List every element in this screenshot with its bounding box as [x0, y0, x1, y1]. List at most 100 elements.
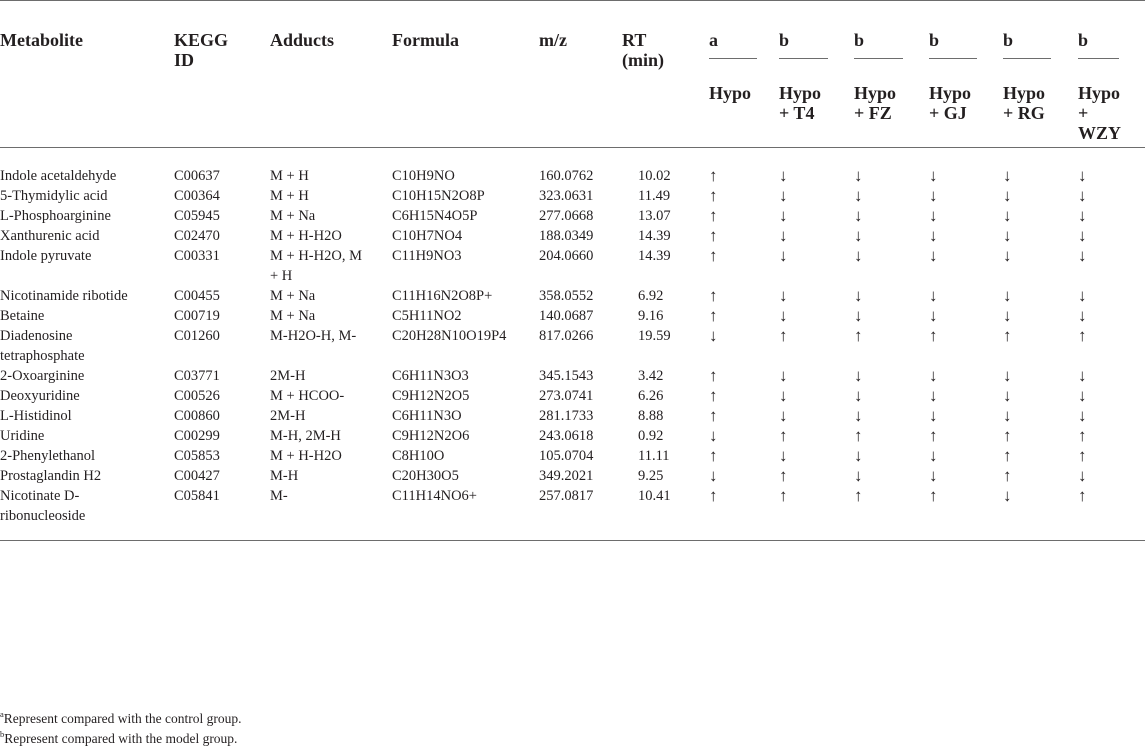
adducts-cell: M-H: [270, 468, 299, 484]
adducts-cell: M + H: [270, 188, 309, 204]
down-arrow-icon: ↓: [929, 366, 938, 385]
mz-cell: 140.0687: [539, 308, 594, 324]
down-arrow-icon: ↓: [929, 446, 938, 465]
up-arrow-icon: ↑: [709, 246, 718, 265]
down-arrow-icon: ↓: [854, 466, 863, 485]
adducts-cell: M + H-H2O: [270, 448, 342, 464]
down-arrow-icon: ↓: [1078, 206, 1087, 225]
mz-cell: 188.0349: [539, 228, 594, 244]
adducts-cell: M-: [270, 486, 392, 541]
adducts-cell: M + H-H2O, M + H: [270, 248, 362, 284]
down-arrow-icon: ↓: [1078, 406, 1087, 425]
rt-cell: 9.16: [638, 308, 664, 324]
adducts-cell: M + HCOO-: [270, 388, 345, 404]
down-arrow-icon: ↓: [779, 206, 788, 225]
mz-cell: 160.0762: [539, 168, 594, 184]
down-arrow-icon: ↓: [854, 206, 863, 225]
rt-cell: 11.11: [638, 448, 670, 464]
up-arrow-icon: ↑: [929, 426, 938, 445]
group-label: Hypo + RG: [1003, 66, 1078, 148]
down-arrow-icon: ↓: [709, 426, 718, 445]
metabolite-cell: Deoxyuridine: [0, 388, 80, 404]
kegg-id-cell: C00299: [174, 428, 220, 444]
header-mz: m/z: [539, 0, 622, 148]
down-arrow-icon: ↓: [1003, 386, 1012, 405]
down-arrow-icon: ↓: [1078, 186, 1087, 205]
formula-cell: C6H11N3O: [392, 408, 462, 424]
table-row: Uridine C00299 M-H, 2M-H C9H12N2O6 243.0618 0…: [0, 426, 1145, 446]
rt-cell: 6.92: [638, 288, 664, 304]
down-arrow-icon: ↓: [779, 166, 788, 185]
kegg-id-cell: C00455: [174, 288, 220, 304]
up-arrow-icon: ↑: [779, 486, 854, 541]
down-arrow-icon: ↓: [854, 446, 863, 465]
down-arrow-icon: ↓: [779, 386, 788, 405]
up-arrow-icon: ↑: [709, 406, 718, 425]
down-arrow-icon: ↓: [1003, 206, 1012, 225]
metabolite-cell: Nicotinamide ribotide: [0, 288, 128, 304]
formula-cell: C9H12N2O6: [392, 428, 470, 444]
table-row: Indole acetaldehyde C00637 M + H C10H9NO 160…: [0, 148, 1145, 187]
formula-cell: C11H9NO3: [392, 248, 462, 264]
adducts-cell: M-H2O-H, M-: [270, 328, 357, 344]
up-arrow-icon: ↑: [854, 426, 863, 445]
formula-cell: C10H15N2O8P: [392, 188, 485, 204]
formula-cell: C20H28N10O19P4: [392, 328, 507, 344]
down-arrow-icon: ↓: [854, 366, 863, 385]
up-arrow-icon: ↑: [1003, 446, 1012, 465]
formula-cell: C11H14NO6+: [392, 486, 539, 541]
up-arrow-icon: ↑: [1078, 446, 1087, 465]
down-arrow-icon: ↓: [779, 226, 788, 245]
metabolite-cell: L-Phosphoarginine: [0, 208, 111, 224]
group-mark: b: [1078, 0, 1145, 66]
down-arrow-icon: ↓: [929, 206, 938, 225]
footnote: aRepresent compared with the control gro…: [0, 709, 242, 726]
down-arrow-icon: ↓: [929, 406, 938, 425]
down-arrow-icon: ↓: [709, 466, 718, 485]
down-arrow-icon: ↓: [854, 406, 863, 425]
mz-cell: 105.0704: [539, 448, 594, 464]
up-arrow-icon: ↑: [709, 386, 718, 405]
table-row: 5-Thymidylic acid C00364 M + H C10H15N2O8P 3…: [0, 186, 1145, 206]
header-rt: RT (min): [622, 0, 709, 148]
rt-cell: 14.39: [638, 228, 671, 244]
formula-cell: C9H12N2O5: [392, 388, 470, 404]
down-arrow-icon: ↓: [1003, 406, 1012, 425]
metabolite-cell: Indole pyruvate: [0, 248, 92, 264]
rt-cell: 9.25: [638, 468, 664, 484]
metabolite-cell: L-Histidinol: [0, 408, 72, 424]
up-arrow-icon: ↑: [929, 486, 1003, 541]
kegg-id-cell: C01260: [174, 328, 220, 344]
rt-cell: 8.88: [638, 408, 664, 424]
rt-cell: 13.07: [638, 208, 671, 224]
up-arrow-icon: ↑: [1078, 486, 1145, 541]
down-arrow-icon: ↓: [929, 226, 938, 245]
up-arrow-icon: ↑: [1078, 426, 1087, 445]
down-arrow-icon: ↓: [1003, 286, 1012, 305]
down-arrow-icon: ↓: [854, 186, 863, 205]
kegg-id-cell: C00331: [174, 248, 220, 264]
up-arrow-icon: ↑: [854, 326, 863, 345]
down-arrow-icon: ↓: [1003, 306, 1012, 325]
kegg-id-cell: C00719: [174, 308, 220, 324]
table-row: Xanthurenic acid C02470 M + H-H2O C10H7NO4 1…: [0, 226, 1145, 246]
formula-cell: C11H16N2O8P+: [392, 288, 493, 304]
down-arrow-icon: ↓: [929, 306, 938, 325]
metabolite-cell: Betaine: [0, 308, 45, 324]
up-arrow-icon: ↑: [709, 226, 718, 245]
adducts-cell: M + H-H2O: [270, 228, 342, 244]
down-arrow-icon: ↓: [779, 306, 788, 325]
up-arrow-icon: ↑: [709, 366, 718, 385]
mz-cell: 204.0660: [539, 248, 594, 264]
down-arrow-icon: ↓: [1078, 246, 1087, 265]
group-mark: b: [929, 0, 1003, 66]
group-mark: b: [1003, 0, 1078, 66]
up-arrow-icon: ↑: [1078, 326, 1087, 345]
rt-cell: 0.92: [638, 428, 664, 444]
rt-cell: 10.02: [638, 168, 671, 184]
header-adducts: Adducts: [270, 0, 392, 148]
table-body: Indole acetaldehyde C00637 M + H C10H9NO 160…: [0, 148, 1145, 541]
rt-cell: 6.26: [638, 388, 664, 404]
formula-cell: C5H11NO2: [392, 308, 462, 324]
table-row: Diadenosine tetraphosphate C01260 M-H2O-H,…: [0, 326, 1145, 366]
